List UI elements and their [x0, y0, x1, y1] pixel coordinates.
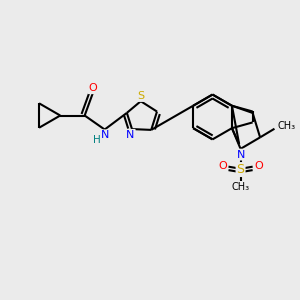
Text: N: N — [236, 150, 245, 160]
Text: N: N — [100, 130, 109, 140]
Text: CH₃: CH₃ — [277, 122, 296, 131]
Text: CH₃: CH₃ — [232, 182, 250, 192]
Text: O: O — [88, 83, 98, 93]
Text: O: O — [254, 161, 263, 171]
Text: S: S — [137, 91, 144, 101]
Text: H: H — [93, 135, 101, 146]
Text: O: O — [218, 161, 227, 171]
Text: S: S — [237, 163, 244, 176]
Text: N: N — [126, 130, 135, 140]
